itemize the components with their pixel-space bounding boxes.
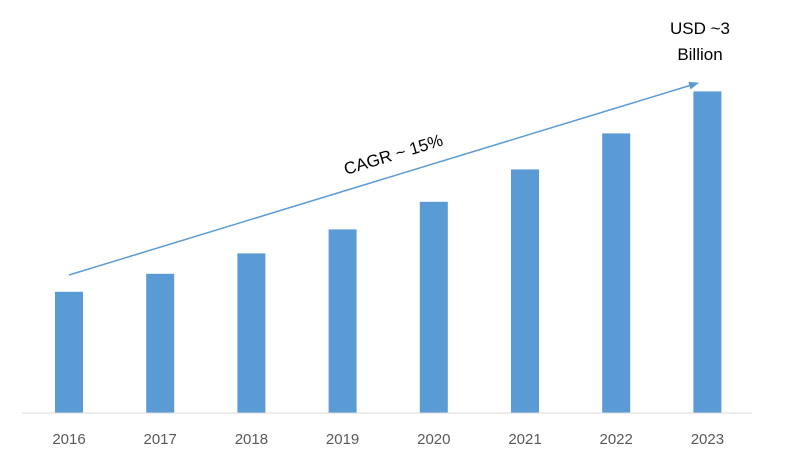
bar-2017 bbox=[146, 273, 175, 413]
x-tick-label-2018: 2018 bbox=[235, 431, 268, 448]
x-tick-label-2017: 2017 bbox=[144, 431, 177, 448]
bar-series bbox=[55, 91, 722, 414]
bar-2023 bbox=[693, 91, 722, 414]
x-tick-label-2016: 2016 bbox=[52, 431, 85, 448]
cagr-trend-arrow bbox=[68, 81, 699, 276]
x-axis-tick-labels: 2016 2017 2018 2019 2020 2021 2022 2023 bbox=[52, 431, 724, 448]
cagr-label: CAGR ~ 15% bbox=[342, 131, 446, 179]
x-tick-label-2023: 2023 bbox=[691, 431, 724, 448]
value-label-line-2: Billion bbox=[677, 45, 722, 64]
x-tick-label-2022: 2022 bbox=[600, 431, 633, 448]
x-tick-label-2020: 2020 bbox=[417, 431, 450, 448]
bar-2018 bbox=[237, 253, 266, 413]
bar-2020 bbox=[419, 201, 448, 413]
x-tick-label-2021: 2021 bbox=[508, 431, 541, 448]
value-label-line-1: USD ~3 bbox=[670, 19, 730, 38]
bar-2019 bbox=[328, 229, 357, 413]
x-tick-label-2019: 2019 bbox=[326, 431, 359, 448]
bar-2022 bbox=[602, 133, 631, 413]
bar-2016 bbox=[55, 291, 83, 413]
bar-2021 bbox=[511, 169, 539, 413]
